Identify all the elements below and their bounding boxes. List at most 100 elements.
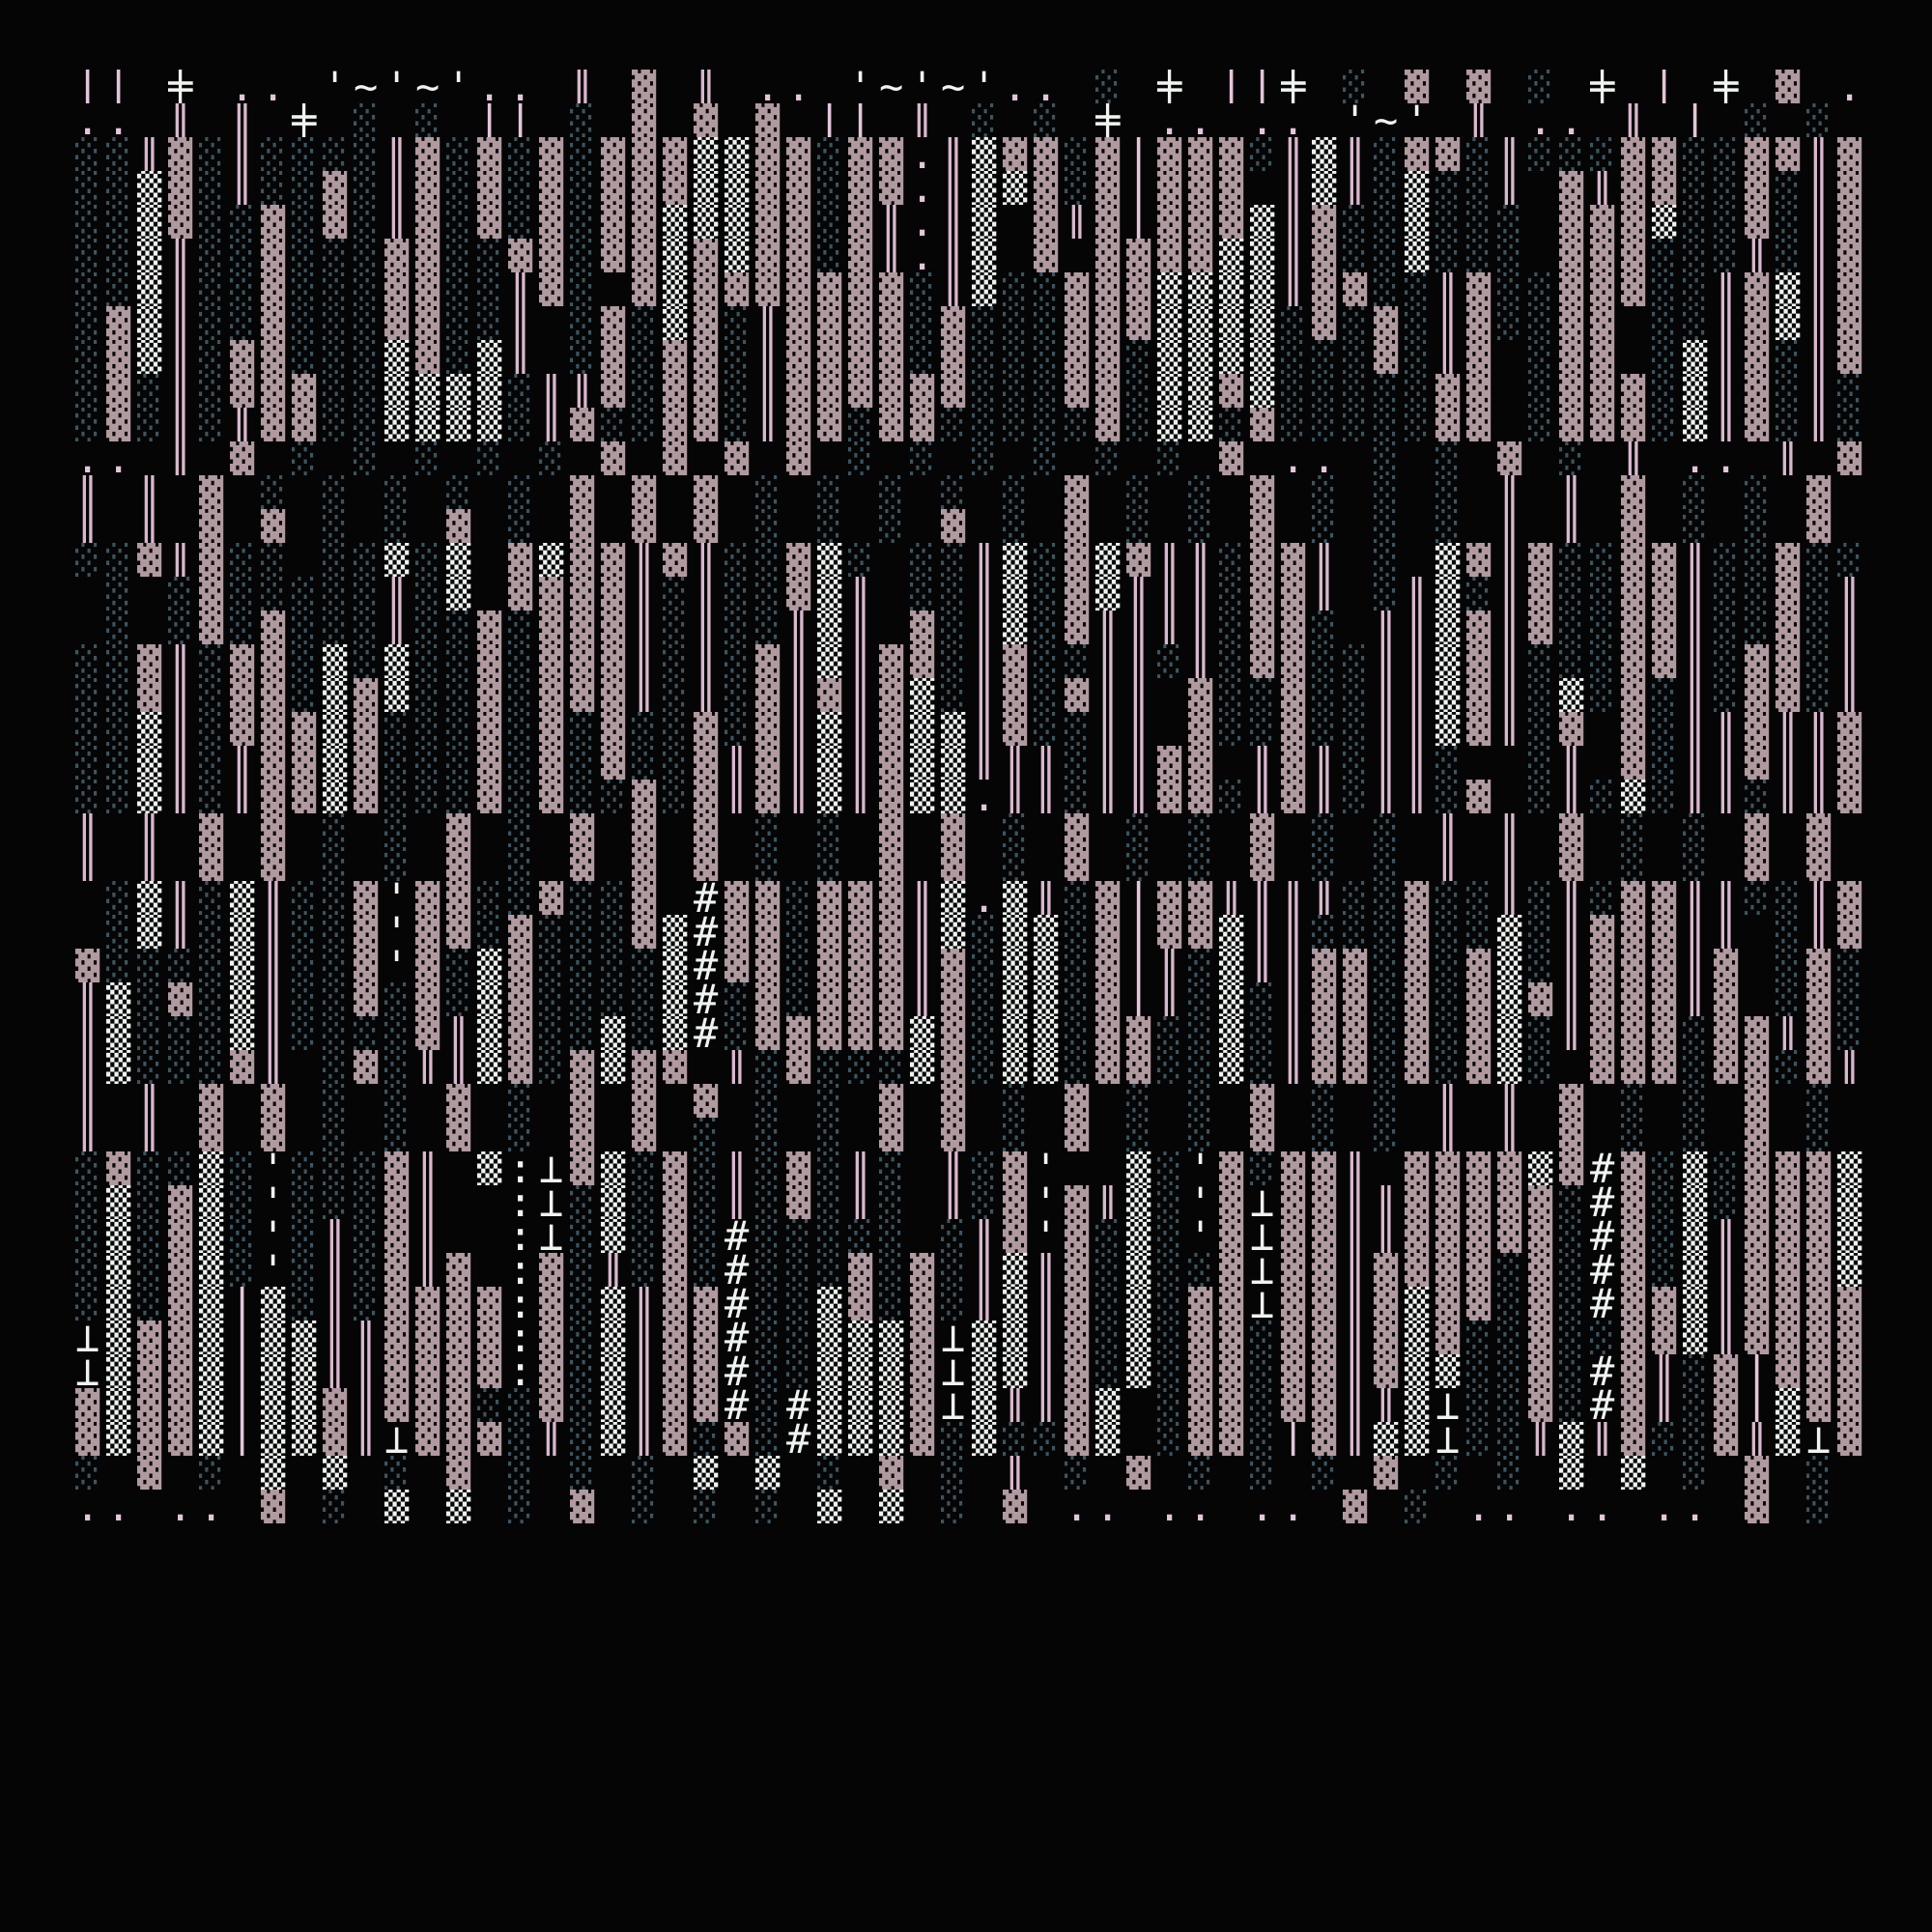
glyph: ╪ [1590, 70, 1615, 103]
glyph: ░ [1157, 1287, 1182, 1321]
glyph: ▓ [1065, 340, 1090, 374]
glyph-blank [1590, 103, 1621, 137]
glyph-blank [477, 509, 508, 543]
glyph: ▓ [539, 1287, 564, 1321]
glyph: ▓ [1528, 1287, 1553, 1321]
glyph: ░ [972, 1151, 997, 1185]
glyph: ║ [1343, 1354, 1368, 1388]
glyph: ║ [446, 1016, 471, 1050]
glyph: ░ [1837, 374, 1862, 408]
glyph: ▓ [261, 1084, 286, 1118]
glyph-blank [1343, 813, 1374, 847]
glyph: ▓ [477, 205, 502, 239]
glyph: ~ [1374, 103, 1399, 137]
glyph: ▓ [1776, 1219, 1801, 1253]
glyph-blank [1281, 1084, 1312, 1118]
glyph: ▓ [415, 306, 440, 340]
glyph: ▒ [477, 949, 502, 982]
glyph: ▓ [786, 543, 811, 577]
glyph: ░ [1466, 915, 1492, 949]
glyph: ▓ [1003, 678, 1028, 712]
glyph: ░ [1095, 1354, 1121, 1388]
glyph-blank [1250, 171, 1281, 205]
glyph: ▓ [1559, 847, 1584, 881]
glyph: ▒ [230, 982, 255, 1016]
glyph: ░ [972, 982, 997, 1016]
glyph-blank [1590, 746, 1621, 780]
glyph: ▒ [1837, 1253, 1862, 1287]
glyph: ▒ [199, 1219, 224, 1253]
glyph: ▓ [724, 1422, 750, 1456]
glyph: ░ [632, 374, 657, 408]
glyph: ░ [1497, 272, 1522, 306]
glyph: ║ [168, 780, 193, 813]
glyph: ░ [1343, 306, 1368, 340]
art-row: ⊥ ▒ ▓ ▓ ▒ | ▒ ▒ ║ ║ ▓ ▓ ▓ ▓: ▓ ░ ▒ ║ ▓ ▓ # ░ ░ ▒ ▒ ▒ ▓ ⊥ ▒ ▒ ║ ▓ ░ ▒ ░ ▓ ▓ ░ ▓… [75, 1321, 1868, 1354]
glyph: ▓ [1652, 611, 1677, 644]
glyph: ░ [1188, 1118, 1213, 1151]
glyph: ▒ [106, 1050, 131, 1084]
glyph: ▓ [1312, 1354, 1337, 1388]
glyph: ║ [1776, 746, 1801, 780]
glyph: ▒ [1405, 1287, 1430, 1321]
glyph: ║ [384, 205, 410, 239]
glyph: ▓ [1188, 881, 1213, 915]
glyph: ░ [848, 543, 873, 577]
glyph: ▓ [1065, 1422, 1090, 1456]
glyph: ░ [1528, 949, 1553, 982]
glyph: ▓ [477, 644, 502, 678]
glyph: ▓ [1837, 915, 1862, 949]
glyph-blank [1776, 1084, 1806, 1118]
glyph: ▓ [1250, 543, 1275, 577]
glyph-blank [972, 1456, 1003, 1490]
glyph: ░ [323, 509, 348, 543]
glyph: ║ [415, 1151, 440, 1185]
glyph-blank [786, 103, 817, 137]
glyph: ▓ [1188, 780, 1213, 813]
glyph: ░ [632, 1219, 657, 1253]
glyph: ░ [508, 611, 533, 644]
art-row: .. .. ▓ ░ ▒ ▒ ░ ▓ ░ ░ ░ ▒ ▒ ░ ▓ .. .. ..… [75, 1490, 1868, 1523]
glyph: ░ [1466, 1321, 1492, 1354]
glyph: ▓ [817, 678, 842, 712]
glyph: ▓ [632, 272, 657, 306]
glyph-blank [1837, 475, 1868, 509]
glyph: ▓ [1312, 1388, 1337, 1422]
glyph: ▓ [384, 1287, 410, 1321]
glyph: ▓ [1466, 408, 1492, 441]
glyph-blank [292, 1050, 323, 1084]
glyph: . [477, 70, 502, 103]
glyph: ▓ [168, 1422, 193, 1456]
art-row: ░ ░ ║ ▓ ░ ║ ░ ░ ░ ░ ║ ▓ ░ ▓ ░ ▓ ░ ▓ ▓ ▓ ▒ ▒ ▓ ▓ ░ ▓ ▓. ║ ▒ ▓ ▓ ░ ▓ | ▓ ▓ ▓ ░ ║… [75, 137, 1868, 171]
glyph: ▓ [261, 374, 286, 408]
glyph: ░ [1188, 813, 1213, 847]
glyph: ░ [1126, 475, 1151, 509]
glyph: ▓ [539, 1354, 564, 1388]
glyph: ▓ [1003, 644, 1028, 678]
glyph: ░ [292, 915, 317, 949]
glyph: ║ [1497, 1084, 1522, 1118]
glyph: ░ [1528, 780, 1553, 813]
glyph: ▒ [1095, 1388, 1121, 1422]
glyph: ▓ [848, 340, 873, 374]
glyph: ║ [632, 543, 657, 577]
glyph: ▒ [879, 1354, 904, 1388]
glyph: ░ [941, 475, 966, 509]
glyph: ░ [477, 881, 502, 915]
glyph: ▓ [570, 1050, 595, 1084]
glyph: ▓ [1095, 239, 1121, 272]
glyph-blank [601, 70, 632, 103]
glyph-blank [539, 847, 570, 881]
glyph: ░ [292, 949, 317, 982]
glyph: . [1250, 103, 1275, 137]
glyph: ▒ [972, 239, 997, 272]
glyph: ▓ [508, 949, 533, 982]
glyph-blank [972, 509, 1003, 543]
glyph: ░ [1157, 1185, 1182, 1219]
glyph: ▓ [1776, 1151, 1801, 1185]
glyph: ░ [1126, 847, 1151, 881]
glyph: ⊥ [75, 1321, 100, 1354]
glyph: ░ [199, 205, 224, 239]
glyph: ░ [1343, 780, 1368, 813]
glyph: ▓ [261, 780, 286, 813]
